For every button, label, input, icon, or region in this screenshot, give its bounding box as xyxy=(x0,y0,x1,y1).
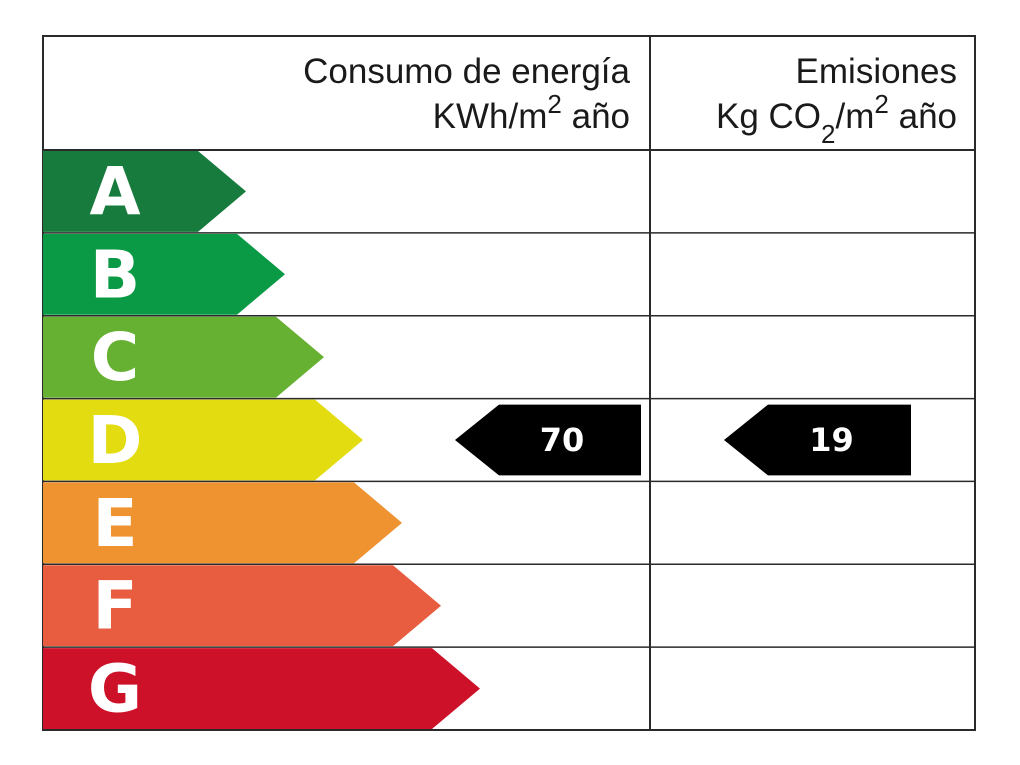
emissions-marker: 19 xyxy=(724,404,911,476)
class-letter: F xyxy=(92,568,137,645)
energy-value: 70 xyxy=(540,421,585,459)
class-arrow-b: B xyxy=(43,233,285,315)
class-letter: A xyxy=(89,153,140,230)
energy-marker: 70 xyxy=(455,404,641,476)
emissions-value: 19 xyxy=(809,421,854,459)
class-letter: G xyxy=(88,651,142,728)
class-arrow-d: D xyxy=(43,399,363,481)
class-arrow-a: A xyxy=(43,151,246,232)
class-arrow-shape xyxy=(43,233,285,315)
class-arrow-shape xyxy=(43,151,246,232)
row-dividers xyxy=(43,232,975,648)
class-letter: E xyxy=(92,485,137,562)
class-letter: B xyxy=(90,236,140,313)
class-letter: D xyxy=(88,402,143,479)
class-arrow-shape xyxy=(43,316,324,398)
class-arrow-e: E xyxy=(43,482,402,564)
energy-header-title: Consumo de energía xyxy=(303,52,630,91)
class-arrow-c: C xyxy=(43,316,324,398)
class-arrow-shape xyxy=(43,648,480,729)
emissions-header-unit: Kg CO2/m2 año xyxy=(716,89,957,149)
energy-marker-arrow xyxy=(455,404,641,476)
class-arrow-shape xyxy=(43,399,363,481)
energy-header-unit: KWh/m2 año xyxy=(433,89,630,136)
class-letter: C xyxy=(91,319,139,396)
emissions-marker-arrow xyxy=(724,404,911,476)
class-arrow-f: F xyxy=(43,565,441,647)
emissions-header-title: Emisiones xyxy=(796,52,957,91)
class-arrow-shape xyxy=(43,482,402,564)
class-arrow-g: G xyxy=(43,648,480,729)
class-arrow-shape xyxy=(43,565,441,647)
